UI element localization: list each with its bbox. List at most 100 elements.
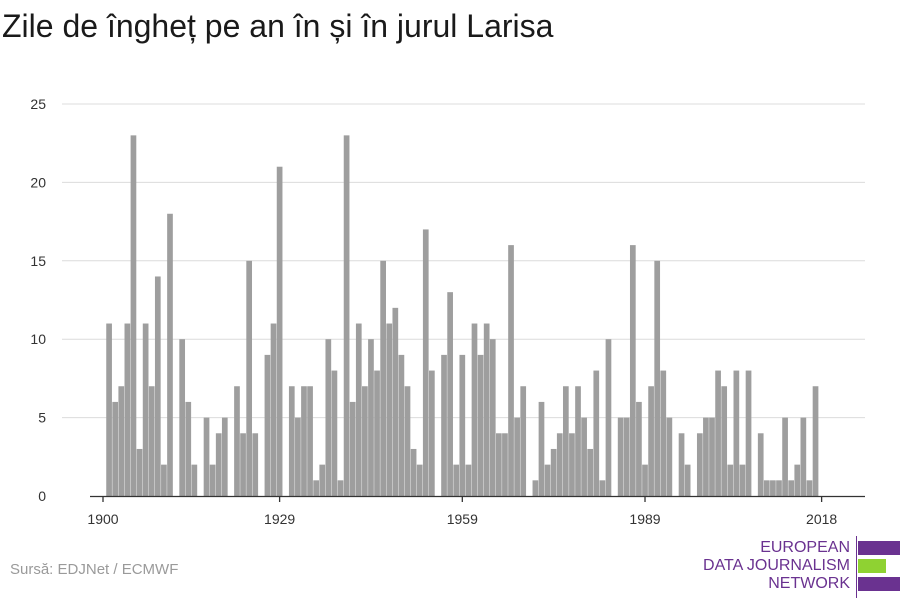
bar-1937 <box>325 339 332 496</box>
bar-1995 <box>678 433 685 496</box>
logo-line-1: EUROPEAN <box>760 539 850 556</box>
bar-1980 <box>587 448 594 496</box>
bar-1935 <box>313 480 319 496</box>
chart-title: Zile de îngheț pe an în și în jurul Lari… <box>2 8 554 44</box>
bar-1931 <box>288 386 295 496</box>
bars <box>106 135 819 497</box>
bar-1952 <box>416 464 423 496</box>
bar-1945 <box>374 370 380 496</box>
bar-1908 <box>148 386 155 496</box>
bar-2015 <box>800 417 807 496</box>
bar-1954 <box>429 370 435 496</box>
bar-1925 <box>252 433 259 496</box>
bar-2001 <box>715 370 721 496</box>
bar-1924 <box>246 260 253 496</box>
bar-1949 <box>398 354 405 496</box>
bar-1985 <box>617 417 624 496</box>
bar-1942 <box>355 323 362 496</box>
bar-1956 <box>441 354 447 496</box>
bar-1979 <box>581 417 587 496</box>
bar-1939 <box>337 480 344 496</box>
gridlines <box>62 103 865 419</box>
bar-1983 <box>605 339 612 496</box>
bar-1934 <box>307 386 313 496</box>
bar-2017 <box>812 386 819 496</box>
bar-1951 <box>410 448 417 496</box>
logo-bar-purple-bottom <box>858 577 900 591</box>
y-tick-label: 5 <box>38 410 46 426</box>
bar-2009 <box>763 480 770 496</box>
bar-1911 <box>167 213 173 496</box>
logo-line-3: NETWORK <box>768 575 850 592</box>
bar-1940 <box>343 135 350 497</box>
bar-1910 <box>161 464 167 496</box>
bar-1918 <box>209 464 216 496</box>
bar-1920 <box>221 417 228 496</box>
bar-1964 <box>489 339 496 496</box>
bar-1907 <box>142 323 149 496</box>
bar-1981 <box>593 370 600 496</box>
logo-bar-purple-top <box>858 541 900 555</box>
bar-1962 <box>477 354 484 496</box>
bar-1950 <box>404 386 411 496</box>
bar-1904 <box>124 323 131 496</box>
bar-1933 <box>301 386 307 496</box>
bar-1906 <box>136 448 143 496</box>
bar-2016 <box>806 480 813 496</box>
bar-1944 <box>368 339 374 496</box>
bar-2000 <box>709 417 715 496</box>
bar-1957 <box>447 292 453 496</box>
bar-1917 <box>203 417 210 496</box>
bar-1958 <box>453 464 460 496</box>
bar-1961 <box>471 323 478 496</box>
bar-1929 <box>276 166 283 496</box>
logo-divider <box>856 536 857 598</box>
bar-1969 <box>520 386 527 496</box>
bar-2003 <box>727 464 734 496</box>
bar-1975 <box>556 433 563 496</box>
x-tick-label: 1900 <box>87 511 118 527</box>
bar-1909 <box>154 276 161 496</box>
bar-1977 <box>569 433 575 496</box>
bar-1992 <box>660 370 667 496</box>
bar-1999 <box>703 417 709 496</box>
bar-1919 <box>215 433 222 496</box>
bar-1990 <box>648 386 654 496</box>
bar-1959 <box>459 354 466 496</box>
bar-2008 <box>757 433 764 496</box>
bar-1902 <box>112 401 119 496</box>
bar-1971 <box>532 480 539 496</box>
bar-1998 <box>696 433 703 496</box>
bar-1968 <box>514 417 520 496</box>
y-tick-label: 0 <box>38 488 46 504</box>
bar-2002 <box>721 386 728 496</box>
bar-1978 <box>575 386 581 496</box>
bar-1927 <box>264 354 271 496</box>
bar-2012 <box>782 417 788 496</box>
bar-1974 <box>550 448 557 496</box>
bar-1913 <box>179 339 186 496</box>
bar-1966 <box>502 433 508 496</box>
y-tick-label: 10 <box>30 331 46 347</box>
bar-1976 <box>562 386 569 496</box>
bar-1960 <box>465 464 472 496</box>
x-tick-label: 1959 <box>447 511 478 527</box>
bar-1922 <box>234 386 240 496</box>
bar-1948 <box>392 307 399 496</box>
bar-1932 <box>295 417 301 496</box>
bar-1943 <box>362 386 368 496</box>
axes: 0 5 10 15 20 25 1900 1929 1959 1989 2018 <box>30 96 865 527</box>
bar-2010 <box>770 480 776 496</box>
bar-2014 <box>794 464 801 496</box>
bar-1923 <box>240 433 246 496</box>
y-tick-label: 15 <box>30 253 46 269</box>
bar-2006 <box>745 370 752 496</box>
bar-2011 <box>776 480 782 496</box>
bar-1947 <box>386 323 393 496</box>
bar-1988 <box>636 401 642 496</box>
x-tick-label: 1929 <box>264 511 295 527</box>
bar-1963 <box>483 323 490 496</box>
bar-1901 <box>106 323 112 496</box>
bar-1989 <box>642 464 648 496</box>
edjnet-logo: EUROPEAN DATA JOURNALISM NETWORK <box>700 536 900 598</box>
